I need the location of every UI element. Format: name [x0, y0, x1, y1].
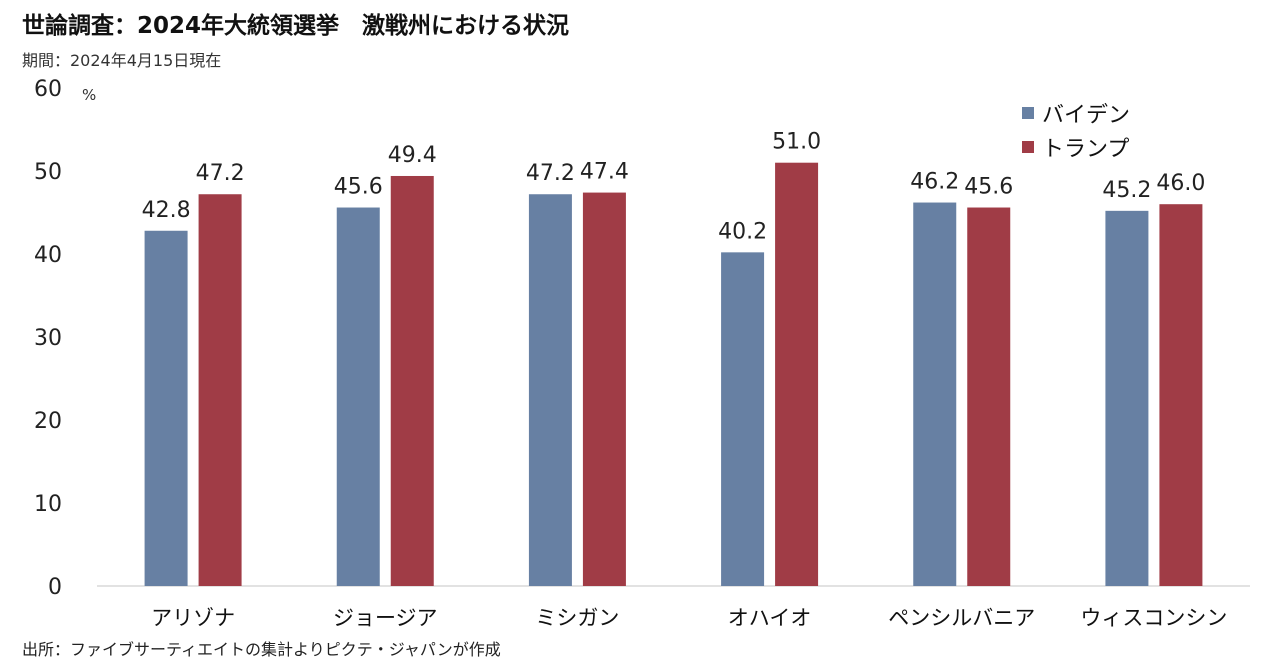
bar-trump — [967, 207, 1011, 586]
bar-biden — [1105, 210, 1149, 586]
y-tick-label: 50 — [34, 160, 62, 185]
legend: バイデン トランプ — [1022, 96, 1130, 164]
bar-biden — [913, 202, 957, 587]
legend-label-biden: バイデン — [1042, 103, 1131, 128]
y-tick-label: 10 — [34, 492, 62, 517]
data-label-biden: 47.2 — [526, 161, 575, 186]
x-tick-label: ジョージア — [333, 606, 438, 630]
bar-trump — [390, 175, 434, 587]
x-tick-label: オハイオ — [728, 606, 812, 630]
chart-subtitle: 期間：2024年4月15日現在 — [22, 51, 222, 70]
x-tick-label: ペンシルバニア — [888, 606, 1035, 630]
y-tick-label: 0 — [48, 575, 62, 600]
legend-swatch-biden — [1022, 107, 1034, 119]
data-label-trump: 46.0 — [1156, 171, 1205, 196]
bar-trump — [198, 194, 242, 587]
chart-title: 世論調査：2024年大統領選挙 激戦州における状況 — [22, 13, 570, 39]
x-tick-label: ウィスコンシン — [1080, 606, 1227, 630]
data-label-biden: 40.2 — [718, 219, 767, 244]
source-note: 出所：ファイブサーティエイトの集計よりピクテ・ジャパンが作成 — [22, 640, 501, 659]
data-label-biden: 46.2 — [910, 170, 959, 195]
y-tick-label: 30 — [34, 326, 62, 351]
bar-trump — [1159, 204, 1203, 586]
y-tick-label: 60 — [34, 77, 62, 102]
x-tick-label: アリゾナ — [151, 606, 235, 630]
legend-label-trump: トランプ — [1042, 137, 1130, 162]
data-label-trump: 51.0 — [772, 130, 821, 155]
legend-swatch-trump — [1022, 141, 1034, 153]
data-label-biden: 45.6 — [334, 175, 383, 200]
data-label-trump: 49.4 — [388, 143, 437, 168]
bar-trump — [582, 192, 626, 586]
data-label-biden: 42.8 — [142, 198, 191, 223]
bar-biden — [721, 252, 765, 586]
bar-trump — [775, 162, 819, 586]
data-label-biden: 45.2 — [1102, 178, 1151, 203]
legend-item-trump: トランプ — [1022, 130, 1130, 164]
data-label-trump: 47.2 — [196, 161, 245, 186]
bar-biden — [336, 207, 380, 586]
legend-item-biden: バイデン — [1022, 96, 1130, 130]
x-tick-label: ミシガン — [535, 606, 619, 630]
data-label-trump: 45.6 — [964, 175, 1013, 200]
bar-biden — [528, 194, 572, 587]
data-label-trump: 47.4 — [580, 160, 629, 185]
y-axis-unit: % — [82, 86, 97, 104]
y-tick-label: 20 — [34, 409, 62, 434]
y-tick-label: 40 — [34, 243, 62, 268]
bar-biden — [144, 230, 188, 586]
